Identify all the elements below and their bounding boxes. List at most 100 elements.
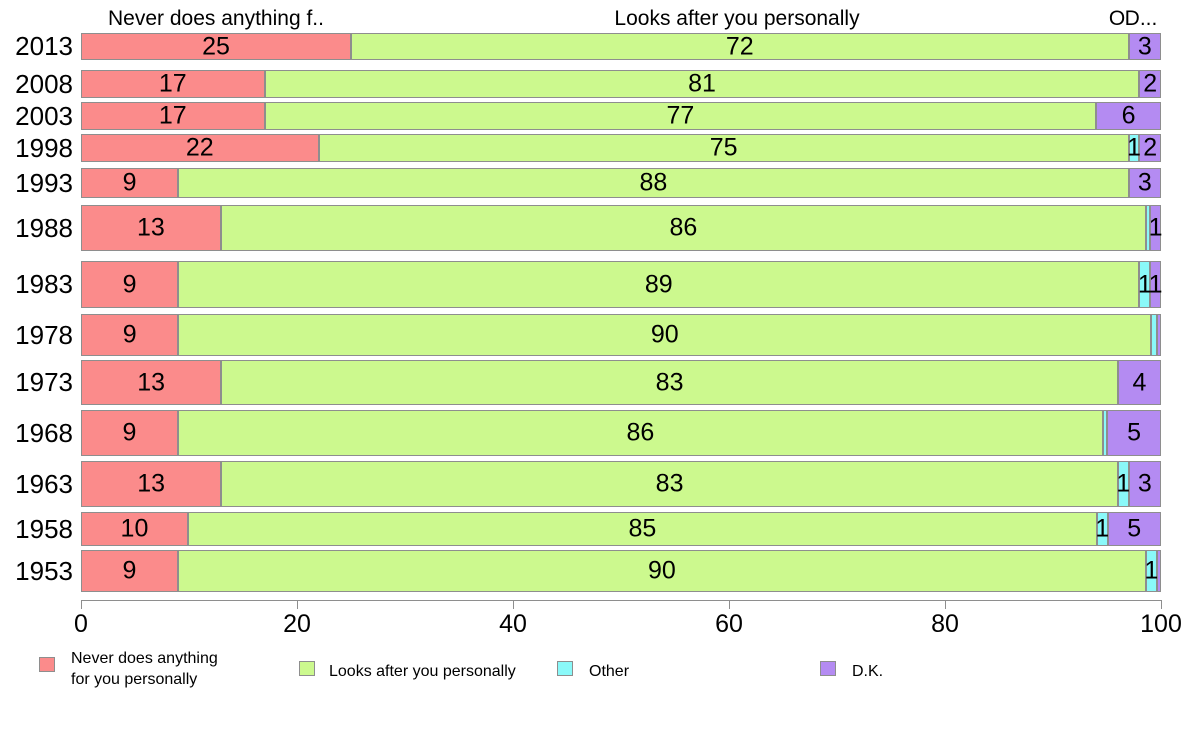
x-axis-tick-label: 100: [1140, 610, 1182, 638]
bar-segment: [1156, 314, 1161, 356]
bar-segment: 1: [1149, 261, 1163, 308]
year-label: 2003: [15, 100, 73, 131]
legend-label: Looks after you personally: [329, 663, 516, 680]
bar-value-label: 1: [1127, 133, 1141, 162]
bar-value-label: 9: [122, 270, 137, 298]
bar-value-label: 1: [1116, 469, 1131, 498]
year-label: 2013: [15, 31, 73, 61]
bar-row: 9 86 5: [81, 410, 1161, 456]
bar-segment: 9: [81, 168, 179, 198]
bar-segment: [1102, 410, 1108, 456]
x-axis-tick: [1161, 601, 1162, 609]
legend-swatch: [299, 661, 315, 676]
bar-row: 9 90 1: [81, 550, 1161, 592]
bar-segment: 22: [81, 134, 319, 162]
bar-segment: 25: [81, 33, 351, 60]
bar-row: 17 81 2: [81, 70, 1161, 98]
bar-value-label: 3: [1137, 469, 1152, 498]
bar-segment: [1156, 550, 1161, 592]
bar-segment: 10: [81, 512, 188, 546]
x-axis-tick-label: 60: [715, 610, 743, 638]
bar-value-label: 77: [666, 101, 695, 130]
x-axis-tick-label: 0: [74, 610, 88, 638]
bar-segment: 13: [81, 461, 222, 507]
bar-value-label: 17: [158, 69, 187, 98]
bar-value-label: 9: [122, 168, 137, 197]
bar-segment: 90: [178, 314, 1152, 356]
legend-label: Never does anything for you personally: [71, 650, 218, 688]
bar-row: 9 89 1 1: [81, 261, 1163, 308]
x-axis-tick: [945, 601, 946, 609]
bar-row: 13 83 4: [81, 360, 1161, 405]
bar-value-label: 5: [1127, 514, 1142, 543]
bar-segment: 2: [1139, 134, 1161, 162]
bar-segment: 1: [1148, 205, 1163, 251]
bar-value-label: 90: [650, 320, 679, 349]
bar-segment: 83: [221, 461, 1118, 507]
x-axis-tick-label: 40: [499, 610, 527, 638]
bar-value-label: 75: [709, 133, 738, 162]
bar-segment: 9: [81, 314, 179, 356]
bar-value-label: 3: [1137, 168, 1152, 197]
bar-value-label: 17: [158, 101, 187, 130]
bar-value-label: 10: [120, 514, 149, 543]
bar-value-label: 9: [122, 418, 137, 447]
bar-segment: 89: [178, 261, 1140, 308]
x-axis-tick: [729, 601, 730, 609]
bar-row: 13 86 1: [81, 205, 1163, 251]
bar-row: 9 90: [81, 314, 1161, 356]
bar-segment: 13: [81, 205, 221, 251]
bar-segment: 9: [81, 261, 179, 308]
bar-value-label: 85: [628, 514, 657, 543]
bar-row: 22 75 1 2: [81, 134, 1161, 162]
bar-value-label: 1: [1137, 270, 1152, 298]
bar-row: 13 83 1 3: [81, 461, 1161, 507]
bar-value-label: 1: [1144, 556, 1159, 585]
bar-row: 17 77 6: [81, 102, 1161, 130]
bar-value-label: 1: [1148, 213, 1163, 242]
bar-value-label: 83: [655, 469, 684, 498]
x-axis-tick: [81, 601, 82, 609]
bar-segment: 4: [1117, 360, 1161, 405]
year-label: 1973: [15, 367, 73, 397]
bar-segment: [1145, 205, 1151, 251]
bar-segment: 1: [1116, 461, 1131, 507]
bar-segment: 1: [1095, 512, 1110, 546]
bar-value-label: 3: [1137, 32, 1152, 60]
legend-swatch: [39, 657, 55, 672]
bar-value-label: 4: [1132, 368, 1147, 396]
bar-segment: 3: [1128, 32, 1161, 60]
bar-segment: 17: [81, 70, 265, 98]
bar-value-label: 6: [1121, 101, 1136, 130]
bar-segment: 85: [187, 512, 1097, 546]
bar-value-label: 72: [725, 32, 754, 60]
column-header: D...: [1124, 7, 1158, 30]
x-axis-tick-label: 20: [283, 610, 311, 638]
legend-swatch: [557, 661, 573, 676]
bar-segment: 77: [264, 101, 1097, 130]
bar-value-label: 9: [122, 556, 137, 585]
bar-segment: 88: [178, 168, 1129, 198]
bar-segment: 86: [220, 205, 1146, 251]
bar-value-label: 88: [639, 168, 668, 197]
bar-value-label: 5: [1127, 418, 1142, 447]
bar-value-label: 1: [1095, 514, 1110, 543]
bar-value-label: 81: [688, 69, 716, 98]
bar-value-label: 83: [655, 368, 684, 396]
bar-segment: 2: [1139, 70, 1161, 98]
year-label: 1983: [15, 269, 73, 299]
bar-segment: 5: [1107, 512, 1161, 546]
legend-label: D.K.: [852, 663, 884, 680]
bar-segment: 90: [177, 550, 1146, 592]
bar-segment: 5: [1107, 410, 1161, 456]
year-label: 1958: [15, 513, 73, 544]
legend-swatch: [820, 661, 836, 676]
bar-value-label: 9: [122, 320, 137, 349]
bar-value-label: 86: [626, 418, 655, 447]
bar-value-label: 90: [647, 556, 676, 585]
x-axis-tick-label: 80: [931, 610, 959, 638]
bar-segment: 1: [1144, 550, 1159, 592]
bar-value-label: 89: [644, 270, 673, 298]
bar-value-label: 2: [1143, 69, 1158, 98]
